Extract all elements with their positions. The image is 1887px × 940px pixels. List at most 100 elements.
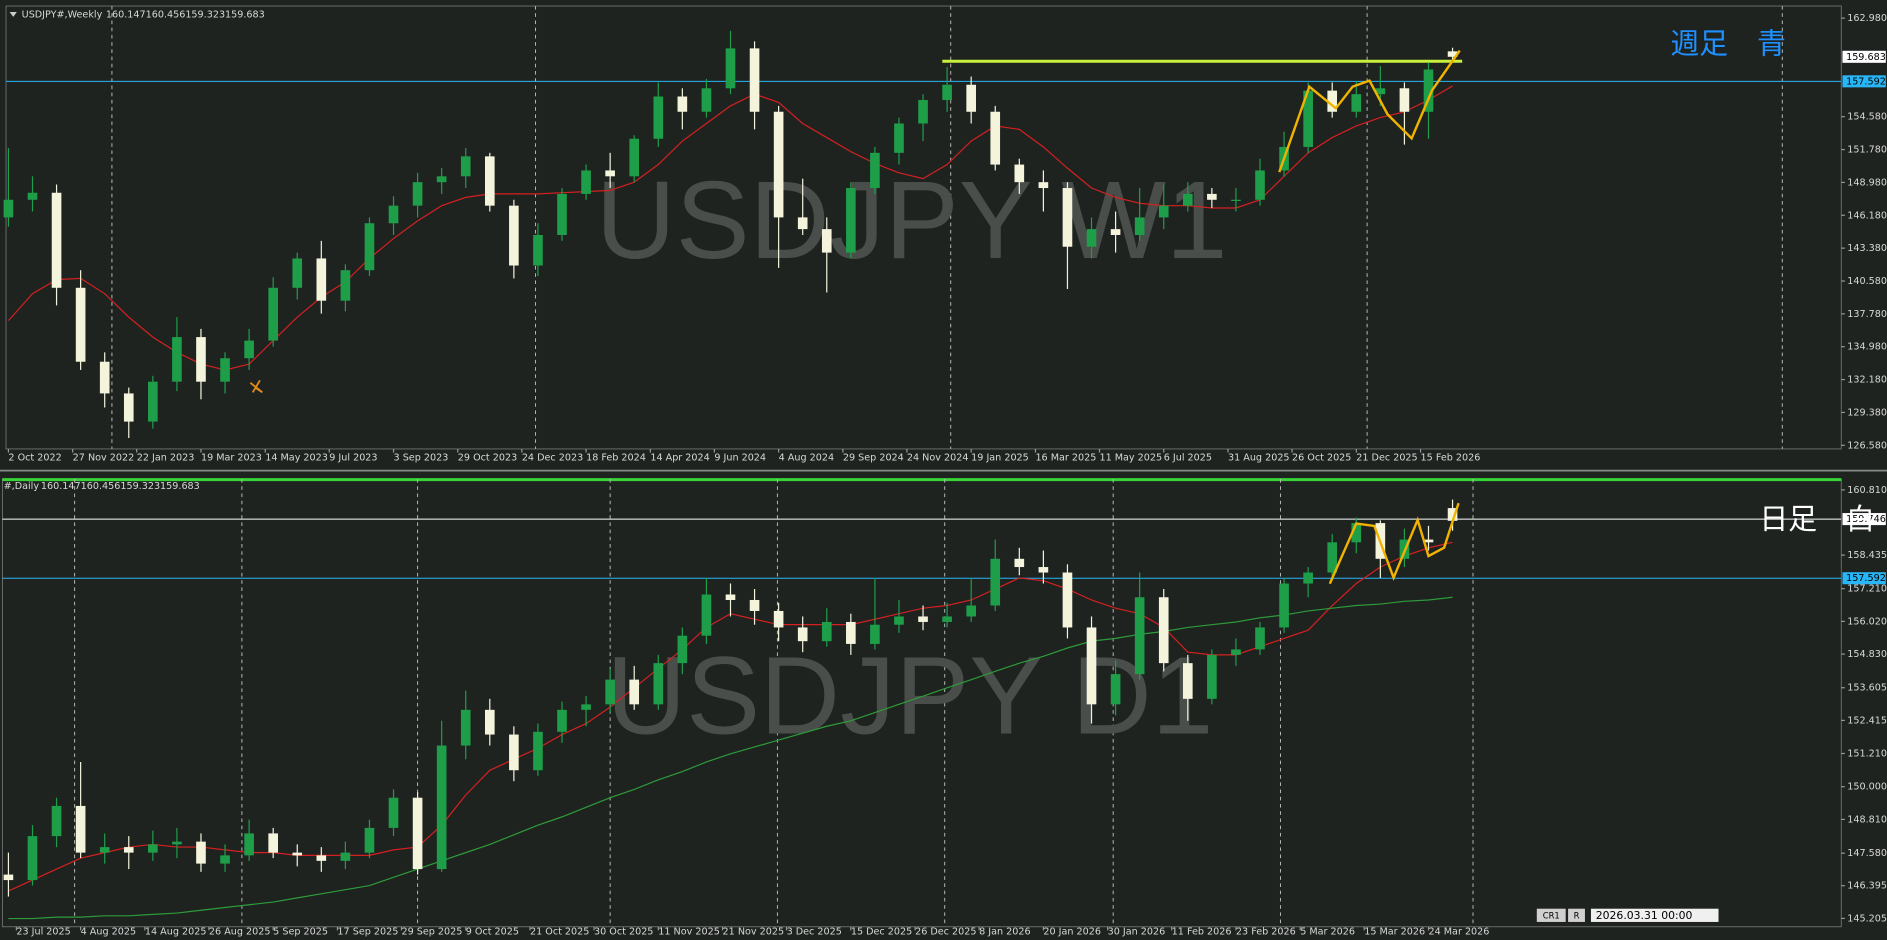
price-box-label: 159.746 — [1846, 514, 1886, 525]
candle-body — [533, 731, 543, 771]
candle-body — [148, 844, 158, 853]
header-price: 159.683 — [160, 481, 200, 492]
y-tick-label: 146.395 — [1847, 881, 1887, 892]
y-tick-label: 145.205 — [1847, 913, 1887, 924]
y-tick-label: 151.780 — [1847, 145, 1887, 156]
x-tick-label: 21 Dec 2025 — [1356, 452, 1417, 463]
y-tick-label: 152.415 — [1847, 715, 1887, 726]
weekly-frame — [5, 5, 1842, 450]
x-tick-label: 5 Mar 2026 — [1300, 927, 1355, 938]
y-tick-label: 129.380 — [1847, 407, 1887, 418]
candle-body — [942, 84, 952, 101]
x-tick-label: 8 Jan 2026 — [979, 927, 1030, 938]
moving-average — [8, 596, 1453, 920]
x-tick-label: 18 Feb 2024 — [586, 452, 646, 463]
y-tick-label: 143.380 — [1847, 243, 1887, 254]
candle-body — [773, 111, 784, 218]
candle-body — [460, 709, 471, 746]
candle-body — [1423, 539, 1434, 543]
y-tick-label: 148.810 — [1847, 814, 1887, 825]
candle-body — [1134, 597, 1145, 675]
y-tick-label: 148.980 — [1847, 177, 1887, 188]
candle-body — [1231, 199, 1241, 201]
candle-body — [484, 156, 495, 206]
candle-body — [870, 624, 880, 644]
y-tick-label: 134.980 — [1847, 342, 1887, 353]
candle-body — [1351, 94, 1362, 112]
y-tick-label: 154.830 — [1847, 649, 1887, 660]
candle-body — [725, 594, 736, 600]
candle-body — [51, 192, 62, 288]
y-tick-label: 160.810 — [1847, 485, 1887, 496]
x-tick-label: 11 May 2025 — [1099, 452, 1162, 463]
x-tick-label: 9 Jun 2024 — [714, 452, 766, 463]
x-tick-label: 19 Jan 2025 — [971, 452, 1029, 463]
candle-body — [51, 805, 62, 837]
candle-body — [436, 745, 447, 870]
candle-body — [123, 847, 134, 853]
button[interactable] — [1536, 908, 1566, 922]
x-tick-label: 5 Sep 2025 — [273, 927, 328, 938]
candle-body — [340, 270, 351, 301]
x-tick-label: 26 Oct 2025 — [1292, 452, 1351, 463]
watermark: USDJPY W1 — [596, 159, 1228, 282]
candle-body — [364, 827, 375, 853]
y-tick-label: 126.580 — [1847, 440, 1887, 451]
candle-body — [1158, 597, 1169, 664]
y-tick-label: 132.180 — [1847, 375, 1887, 386]
x-tick-label: 15 Dec 2025 — [851, 927, 912, 938]
candle-body — [316, 855, 327, 861]
candle-body — [1062, 572, 1073, 628]
candle-body — [894, 123, 904, 153]
button-label[interactable]: CR1 — [1543, 910, 1560, 920]
x-tick-label: 20 Jan 2026 — [1043, 927, 1101, 938]
candle-body — [1062, 188, 1073, 247]
candle-body — [1182, 193, 1193, 206]
button[interactable] — [1568, 908, 1585, 922]
candle-body — [1255, 627, 1265, 650]
candle-body — [557, 193, 567, 235]
x-tick-label: 29 Oct 2023 — [458, 452, 517, 463]
candle-body — [3, 199, 14, 218]
candle-body — [460, 156, 471, 177]
candle-body — [894, 616, 904, 625]
zigzag-drawing — [1328, 502, 1460, 585]
candle-body — [1038, 567, 1049, 573]
x-tick-label: 15 Feb 2026 — [1421, 452, 1481, 463]
x-tick-label: 14 May 2023 — [265, 452, 328, 463]
candle-body — [1447, 51, 1458, 57]
candle-body — [653, 663, 664, 705]
candle-body — [1303, 90, 1313, 147]
candle-body — [918, 100, 928, 124]
candle-body — [509, 205, 519, 266]
candle-body — [1110, 229, 1121, 235]
candle-body — [196, 841, 206, 864]
candle-body — [27, 836, 38, 881]
candle-body — [1158, 205, 1169, 218]
x-tick-label: 21 Nov 2025 — [723, 927, 785, 938]
x-tick-label: 29 Sep 2024 — [843, 452, 904, 463]
candle-body — [749, 599, 760, 611]
candle-body — [75, 805, 86, 853]
x-tick-label: 30 Oct 2025 — [594, 927, 653, 938]
candle-body — [388, 797, 399, 828]
x-tick-label: 11 Feb 2026 — [1172, 927, 1232, 938]
button-label[interactable]: R — [1574, 910, 1580, 920]
candle-body — [316, 258, 327, 301]
x-tick-label: 22 Jan 2023 — [137, 452, 195, 463]
menu-arrow[interactable] — [9, 12, 17, 17]
tool-icon — [249, 379, 263, 394]
x-tick-label: 3 Sep 2023 — [394, 452, 449, 463]
candle-body — [1303, 572, 1313, 584]
x-tick-label: 6 Jul 2025 — [1164, 452, 1212, 463]
candle-body — [509, 734, 519, 771]
candle-body — [172, 841, 182, 845]
candle-body — [773, 610, 784, 628]
candle-body — [1279, 583, 1289, 628]
candle-body — [1086, 627, 1097, 705]
candle-body — [846, 621, 856, 644]
candle-body — [581, 704, 591, 710]
candle-body — [1447, 508, 1458, 521]
x-tick-label: 21 Oct 2025 — [530, 927, 589, 938]
candle-body — [1134, 217, 1145, 235]
